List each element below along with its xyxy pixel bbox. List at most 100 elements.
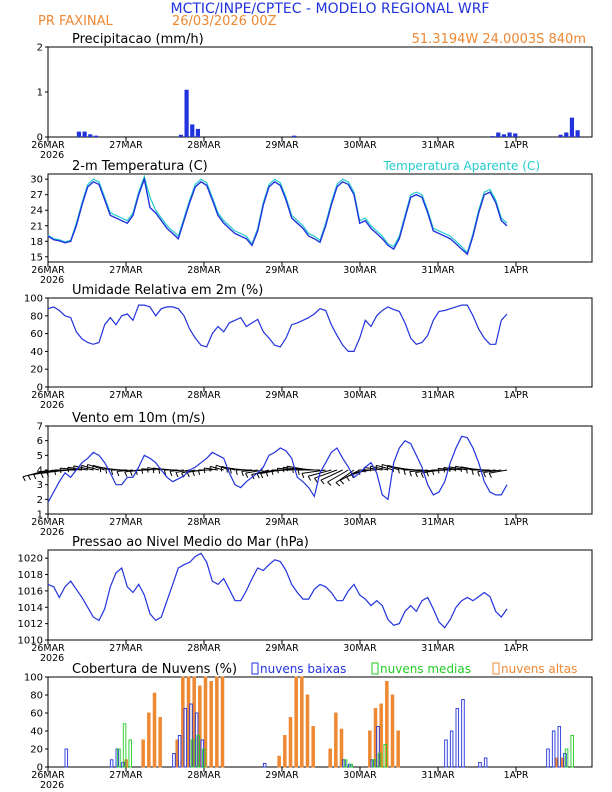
- wind-barb: [327, 469, 349, 483]
- pres-xtick-label: 29MAR: [265, 643, 299, 654]
- cloud-bar-altas: [141, 739, 145, 768]
- wind-ytick-label: 7: [37, 422, 43, 433]
- cloud-bar-altas: [368, 730, 372, 768]
- cloud-bar-baixas: [449, 730, 454, 768]
- precip-bar: [76, 131, 82, 137]
- wind-xtick-label: 1APR: [504, 517, 529, 528]
- wind-barb-flag: [301, 473, 305, 479]
- rh-xtick-label: 1APR: [504, 390, 529, 401]
- wind-barb: [175, 469, 190, 473]
- wind-barb: [251, 469, 270, 476]
- wind-barb-flag: [339, 479, 345, 485]
- temp-ytick-label: 24: [30, 206, 43, 217]
- cloud-bar-medias: [196, 735, 200, 768]
- clouds-ytick-label: 80: [30, 691, 43, 702]
- rh-frame: [47, 297, 593, 388]
- precip-ytick-label: 0: [37, 133, 43, 144]
- wind-barb: [320, 469, 343, 481]
- pres-ytick-label: 1016: [18, 586, 43, 597]
- wind-barb-flag: [358, 469, 361, 475]
- temp-ytick-label: 27: [30, 190, 43, 201]
- wind-barb-flag: [152, 467, 155, 474]
- precip-bar: [490, 136, 495, 137]
- wind-barb-flag: [426, 471, 429, 477]
- clouds-title: Cobertura de Nuvens (%): [72, 662, 237, 677]
- wind-barb-flag: [59, 467, 62, 474]
- wind-barb-flag: [46, 471, 49, 477]
- wind-barb-flag: [110, 469, 114, 475]
- precip-xtick-label: 26MAR: [31, 140, 65, 151]
- clouds-xtick-label: 1APR: [504, 770, 529, 781]
- cloud-bar-altas: [334, 712, 338, 768]
- temp-ytick-label: 21: [30, 221, 43, 232]
- wind-barb: [87, 463, 105, 471]
- temp-xtick-label: 1APR: [504, 265, 529, 276]
- cloud-bar-altas: [158, 717, 162, 768]
- wind-barb-flag: [403, 469, 406, 475]
- cloud-legend-label: nuvens baixas: [260, 662, 346, 676]
- wind-barb-flag: [53, 469, 57, 475]
- wind-barb-flag: [105, 468, 108, 474]
- cloud-bar-medias: [128, 739, 132, 768]
- wind-ytick-label: 4: [37, 466, 43, 477]
- cloud-legend-swatch: [251, 662, 259, 675]
- rh-ytick-label: 80: [30, 311, 43, 322]
- rh-xtick-label: 27MAR: [109, 390, 143, 401]
- temp-frame: [47, 173, 593, 263]
- cloud-bar-medias: [117, 748, 121, 768]
- wind-barb-flag: [186, 472, 190, 478]
- wind-barb: [409, 469, 428, 473]
- precip-xtick-label: 29MAR: [265, 140, 299, 151]
- clouds-xtick-label: 28MAR: [187, 770, 221, 781]
- cloud-bar-baixas: [546, 748, 550, 768]
- clouds-panel: 26MAR 27MAR 28MAR 29MAR 30MAR 31MAR 1APR 2026 0 2…: [24, 662, 593, 791]
- wind-barb-flag: [314, 477, 318, 483]
- precip-bar: [496, 132, 501, 137]
- cloud-bar-medias: [122, 723, 127, 768]
- precip-frame: [47, 46, 593, 138]
- clouds-ytick-label: 100: [24, 673, 43, 684]
- rh-xtick-label: 31MAR: [421, 390, 455, 401]
- precip-xtick-label: 31MAR: [421, 140, 455, 151]
- figure-title: MCTIC/INPE/CPTEC - MODELO REGIONAL WRF: [171, 1, 490, 17]
- wind-barb: [117, 469, 134, 472]
- cloud-legend-swatch: [371, 662, 379, 675]
- wind-barb: [489, 469, 508, 474]
- temp-xtick-label: 31MAR: [421, 265, 455, 276]
- cloud-bar-baixas: [109, 759, 114, 768]
- wind-barb: [443, 466, 462, 471]
- wind-barb: [415, 469, 434, 474]
- cloud-bar-altas: [283, 735, 287, 768]
- cloud-bar-baixas: [183, 708, 188, 768]
- pres-ytick-label: 1020: [18, 554, 43, 565]
- cloud-bar-altas: [339, 728, 344, 768]
- wind-barb-flag: [197, 469, 201, 475]
- precip-bar: [82, 131, 87, 137]
- wind-barb: [60, 467, 83, 471]
- temp-xtick-label: 30MAR: [343, 265, 377, 276]
- pres-ytick-label: 1012: [18, 619, 43, 630]
- wind-barb-flag: [40, 473, 44, 479]
- rh-title: Umidade Relativa em 2m (%): [72, 283, 263, 298]
- wind-barb-flag: [256, 473, 260, 479]
- wind-xtick-label: 28MAR: [187, 517, 221, 528]
- precip-bar: [513, 133, 518, 137]
- pres-year-label: 2026: [40, 653, 64, 664]
- wind-barb-flag: [335, 482, 341, 487]
- wind-barb-flag: [245, 472, 249, 478]
- precip-panel: 26MAR 27MAR 28MAR 29MAR 30MAR 31MAR 1APR 2026 0 1…: [31, 32, 593, 161]
- precip-bar: [558, 134, 563, 137]
- pres-line: [47, 552, 508, 629]
- cloud-bar-altas: [300, 676, 304, 768]
- cloud-bar-medias: [377, 753, 382, 768]
- wind-barb-flag: [276, 468, 279, 474]
- temp-ytick-label: 30: [30, 175, 43, 186]
- wind-barb-flag: [260, 473, 264, 479]
- apparent-temperature-line: [47, 174, 508, 254]
- wind-year-label: 2026: [40, 527, 64, 538]
- pres-ytick-label: 1010: [18, 636, 43, 647]
- pres-frame: [47, 549, 593, 641]
- precip-xtick-label: 28MAR: [187, 140, 221, 151]
- precip-bar: [569, 117, 575, 137]
- wind-barb-flag: [67, 467, 69, 473]
